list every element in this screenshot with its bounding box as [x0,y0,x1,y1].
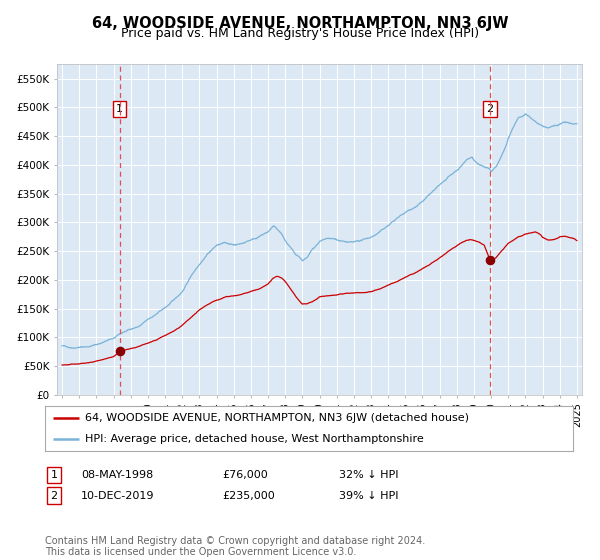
Text: 1: 1 [50,470,58,480]
Text: HPI: Average price, detached house, West Northamptonshire: HPI: Average price, detached house, West… [85,433,424,444]
Point [115,347,124,356]
Text: Contains HM Land Registry data © Crown copyright and database right 2024.
This d: Contains HM Land Registry data © Crown c… [45,535,425,557]
Text: 2: 2 [487,104,493,114]
Text: 1: 1 [116,104,123,114]
Text: 64, WOODSIDE AVENUE, NORTHAMPTON, NN3 6JW: 64, WOODSIDE AVENUE, NORTHAMPTON, NN3 6J… [92,16,508,31]
Text: 39% ↓ HPI: 39% ↓ HPI [339,491,398,501]
Text: 10-DEC-2019: 10-DEC-2019 [81,491,155,501]
Text: 2: 2 [50,491,58,501]
Point [485,255,494,264]
Text: £235,000: £235,000 [222,491,275,501]
Text: 32% ↓ HPI: 32% ↓ HPI [339,470,398,480]
Text: £76,000: £76,000 [222,470,268,480]
Text: 08-MAY-1998: 08-MAY-1998 [81,470,153,480]
Text: Price paid vs. HM Land Registry's House Price Index (HPI): Price paid vs. HM Land Registry's House … [121,27,479,40]
Text: 64, WOODSIDE AVENUE, NORTHAMPTON, NN3 6JW (detached house): 64, WOODSIDE AVENUE, NORTHAMPTON, NN3 6J… [85,413,469,423]
